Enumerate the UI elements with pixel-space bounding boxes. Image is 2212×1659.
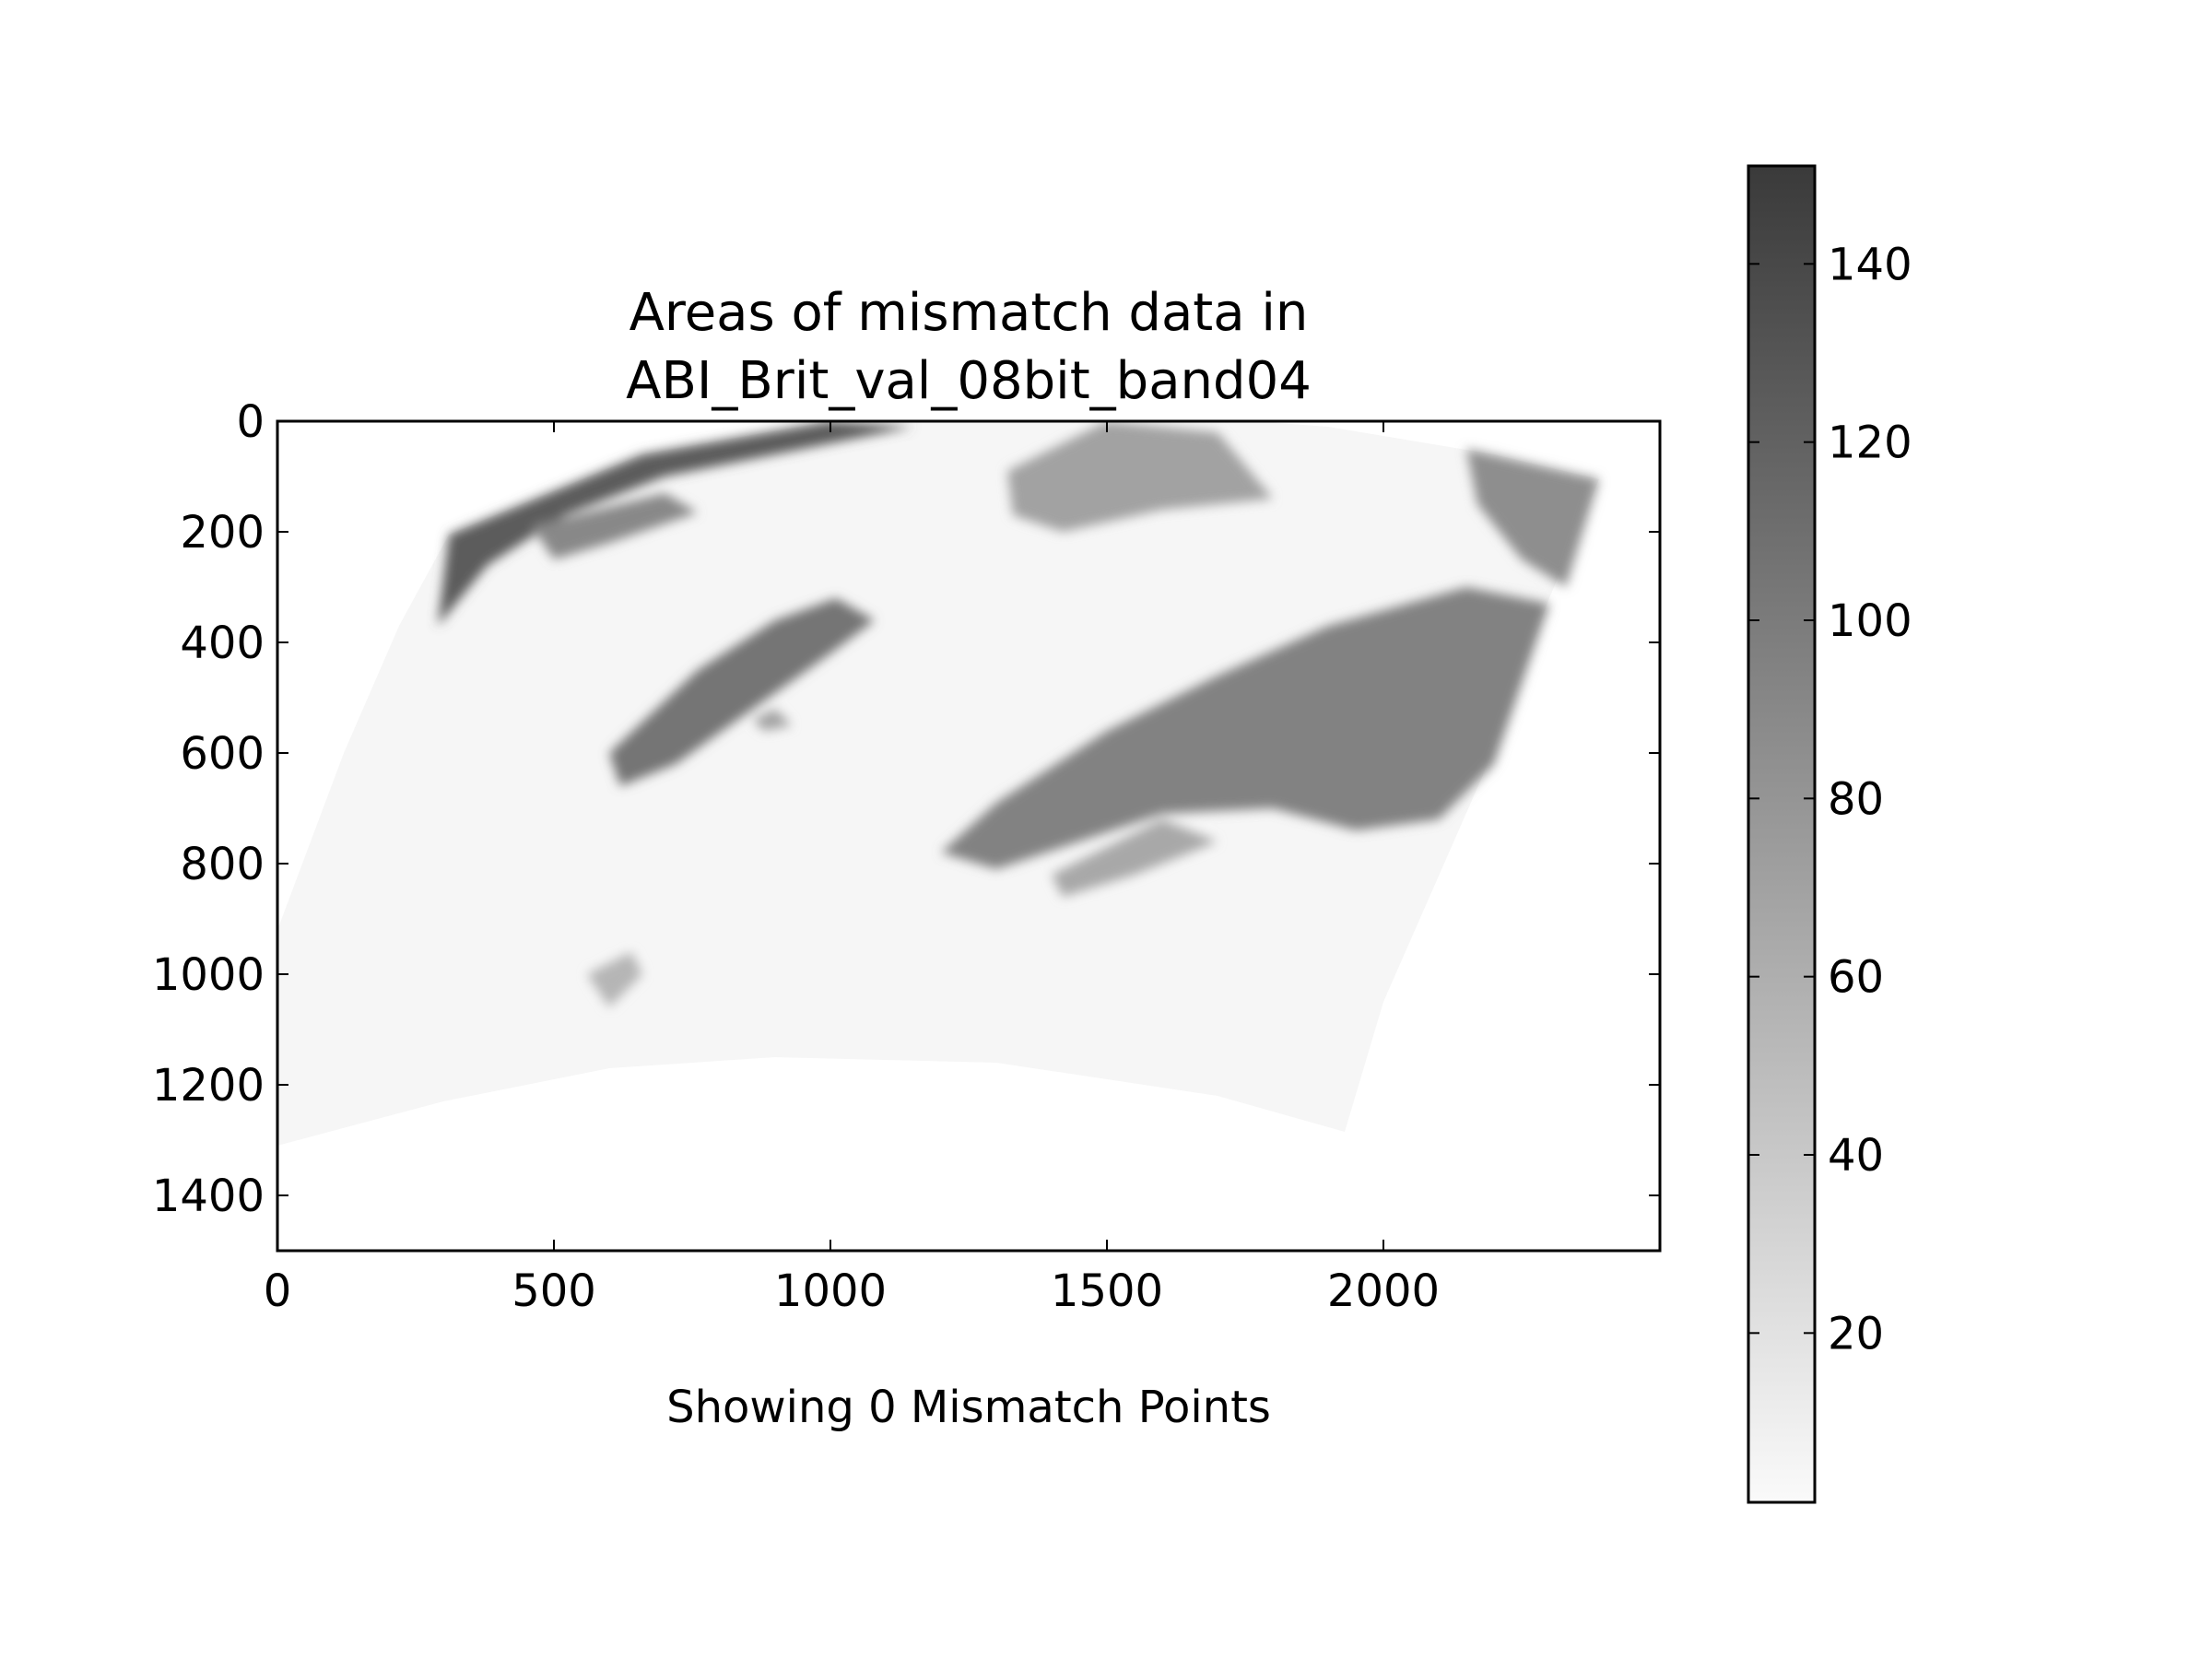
y-tick-label: 800 — [180, 839, 265, 890]
colorbar-ticks: 20 40 60 80 100 120 140 — [1748, 239, 1912, 1359]
x-tick-label: 0 — [264, 1265, 292, 1317]
colorbar-tick-label: 80 — [1828, 773, 1884, 825]
x-axis-label: Showing 0 Mismatch Points — [666, 1382, 1271, 1433]
y-tick-label: 0 — [236, 396, 265, 448]
colorbar-gradient — [1747, 164, 1817, 1504]
cloud-layer — [438, 421, 1599, 1007]
x-tick-label: 500 — [512, 1265, 596, 1317]
chart-title-line-2: ABI_Brit_val_08bit_band04 — [626, 351, 1312, 411]
cloud-region-eastern-mass — [941, 587, 1549, 869]
chart-title: Areas of mismatch data in ABI_Brit_val_0… — [626, 283, 1312, 411]
colorbar-tick-label: 140 — [1828, 239, 1912, 290]
cloud-region-top-center-cloud — [1007, 421, 1273, 532]
cloud-region-small-cloud-left — [587, 952, 642, 1007]
cloud-region-top-right-arc — [1466, 449, 1599, 587]
y-tick-label: 1000 — [152, 949, 265, 1001]
cloud-region-northern-limb — [438, 421, 913, 626]
plot-area — [277, 421, 1599, 1146]
cloud-region-streak-low — [1052, 819, 1218, 897]
y-tick-label: 400 — [180, 618, 265, 669]
x-tick-label: 1000 — [774, 1265, 887, 1317]
colorbar-tick-label: 120 — [1828, 418, 1912, 469]
cloud-region-upper-left-cloud — [532, 493, 698, 559]
cloud-region-central-band — [609, 598, 875, 786]
y-tick-label: 1200 — [152, 1060, 265, 1112]
colorbar-tick-label: 40 — [1828, 1130, 1884, 1182]
colorbar-tick-label: 60 — [1828, 952, 1884, 1004]
x-tick-label: 2000 — [1327, 1265, 1440, 1317]
colorbar-tick-label: 100 — [1828, 595, 1912, 647]
y-ticks: 0 200 400 600 800 1000 1200 1400 — [152, 396, 1660, 1222]
chart-title-line-1: Areas of mismatch data in — [629, 283, 1309, 343]
y-tick-label: 600 — [180, 728, 265, 780]
y-tick-label: 1400 — [152, 1171, 265, 1222]
y-tick-label: 200 — [180, 507, 265, 559]
cloud-region-small-cloud-center — [753, 709, 792, 731]
colorbar: 20 40 60 80 100 120 140 — [1747, 164, 1912, 1504]
x-ticks: 0 500 1000 1500 2000 — [264, 421, 1440, 1317]
x-tick-label: 1500 — [1051, 1265, 1163, 1317]
colorbar-tick-label: 20 — [1828, 1308, 1884, 1359]
axes-frame — [276, 419, 1662, 1253]
